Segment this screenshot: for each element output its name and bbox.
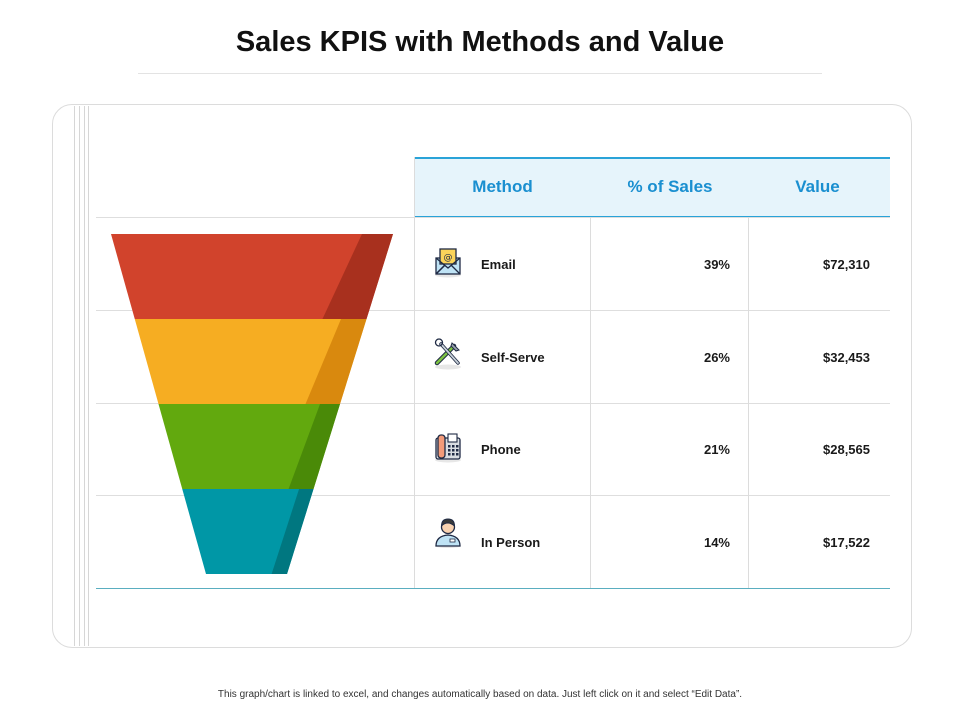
funnel-segment-self-serve	[134, 319, 367, 404]
table-bottom-rule	[96, 588, 890, 589]
table-header	[414, 157, 890, 217]
panel-edge-line	[84, 106, 85, 646]
svg-text:@: @	[444, 253, 453, 263]
column-divider	[590, 217, 591, 588]
funnel-segment-shade	[305, 319, 367, 404]
funnel-segment-email	[111, 234, 393, 319]
percent-cell: 14%	[703, 535, 730, 550]
panel-edge-line	[88, 106, 89, 646]
phone-icon	[435, 433, 461, 463]
method-label: Phone	[481, 442, 521, 457]
value-cell: $72,310	[823, 257, 870, 272]
tools-icon	[434, 338, 461, 370]
page-title: Sales KPIS with Methods and Value	[235, 26, 725, 58]
method-label: Email	[481, 257, 516, 272]
value-cell: $32,453	[823, 350, 870, 365]
percent-cell: 39%	[703, 257, 730, 272]
email-icon: @	[435, 248, 461, 278]
column-divider	[748, 217, 749, 588]
funnel-segment-shade	[322, 234, 393, 319]
column-divider	[414, 157, 415, 588]
panel-edge-line	[79, 106, 80, 646]
person-icon	[435, 518, 461, 548]
method-label: Self-Serve	[481, 350, 545, 365]
method-label: In Person	[481, 535, 541, 550]
value-cell: $17,522	[823, 535, 870, 550]
row-divider	[96, 403, 890, 404]
funnel-segment-shade	[288, 404, 340, 489]
header-method: Method	[472, 177, 533, 196]
header-value: Value	[795, 177, 840, 196]
row-divider	[96, 217, 890, 218]
value-cell: $28,565	[823, 442, 870, 457]
header-percent-of-sales: % of Sales	[627, 177, 713, 196]
panel-edge-line	[74, 106, 75, 646]
content-panel	[52, 104, 912, 648]
row-divider	[96, 310, 890, 311]
footer-note: This graph/chart is linked to excel, and…	[217, 689, 743, 700]
row-divider	[96, 495, 890, 496]
percent-cell: 26%	[703, 350, 730, 365]
percent-cell: 21%	[703, 442, 730, 457]
title-divider	[138, 73, 822, 74]
funnel-segment-phone	[158, 404, 340, 489]
funnel-segment-shade	[271, 489, 314, 574]
